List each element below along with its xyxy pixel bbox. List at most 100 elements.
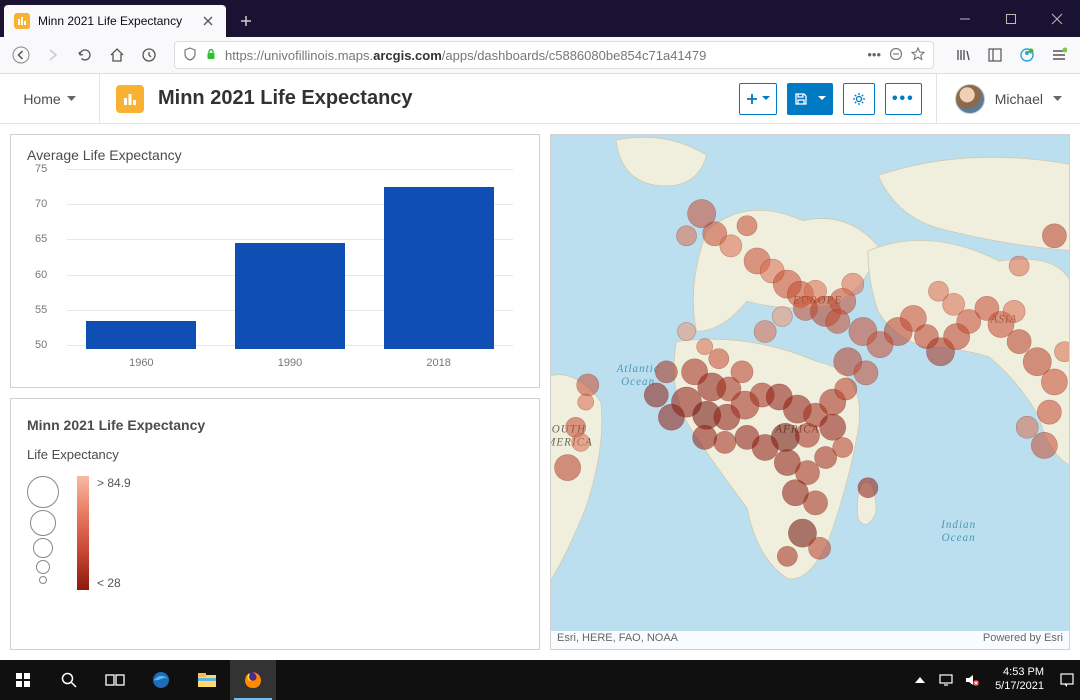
- bar[interactable]: [235, 243, 345, 349]
- lock-icon[interactable]: [205, 48, 217, 63]
- map-point[interactable]: [1041, 369, 1067, 395]
- page-actions-icon[interactable]: •••: [867, 47, 881, 64]
- map-point[interactable]: [720, 235, 742, 257]
- reader-icon[interactable]: [889, 47, 903, 64]
- page-content: Home Minn 2021 Life Expectancy: [0, 74, 1080, 660]
- bar[interactable]: [384, 187, 494, 349]
- ramp-labels: > 84.9 < 28: [97, 476, 131, 590]
- map-point[interactable]: [833, 437, 853, 457]
- url-text: https://univofillinois.maps.arcgis.com/a…: [225, 48, 859, 63]
- app-title: Minn 2021 Life Expectancy: [158, 87, 413, 110]
- more-button[interactable]: •••: [885, 83, 922, 115]
- map-point[interactable]: [676, 226, 696, 246]
- map-point[interactable]: [735, 425, 759, 449]
- shield-icon[interactable]: [183, 47, 197, 64]
- x-label: 1990: [278, 357, 302, 369]
- new-tab-button[interactable]: [232, 7, 260, 35]
- firefox-icon[interactable]: [230, 660, 276, 700]
- map-point[interactable]: [854, 361, 878, 385]
- map-point[interactable]: [709, 349, 729, 369]
- map-point[interactable]: [826, 309, 850, 333]
- map-point[interactable]: [777, 546, 797, 566]
- map-point[interactable]: [577, 374, 599, 396]
- start-button[interactable]: [0, 660, 46, 700]
- map-point[interactable]: [803, 491, 827, 515]
- left-column: Average Life Expectancy 5055606570751960…: [10, 134, 540, 650]
- save-button[interactable]: [787, 83, 833, 115]
- map-point[interactable]: [1007, 330, 1031, 354]
- maximize-button[interactable]: [988, 0, 1034, 37]
- account-icon[interactable]: [1012, 40, 1042, 70]
- settings-button[interactable]: [843, 83, 875, 115]
- user-menu[interactable]: Michael: [936, 74, 1080, 123]
- tab-title: Minn 2021 Life Expectancy: [38, 14, 200, 28]
- map-point[interactable]: [1031, 432, 1057, 458]
- map-point[interactable]: [1009, 256, 1029, 276]
- ramp-min: < 28: [97, 576, 131, 590]
- map-point[interactable]: [1003, 300, 1025, 322]
- back-button[interactable]: [6, 40, 36, 70]
- bar[interactable]: [86, 321, 196, 349]
- ramp-max: > 84.9: [97, 476, 131, 490]
- taskview-icon[interactable]: [92, 660, 138, 700]
- map-point[interactable]: [578, 394, 594, 410]
- library-icon[interactable]: [948, 40, 978, 70]
- map-point[interactable]: [737, 216, 757, 236]
- close-window-button[interactable]: [1034, 0, 1080, 37]
- map-panel[interactable]: EUROPE AFRICA ASIA SOUTH AMERICA Atlanti…: [550, 134, 1070, 650]
- map-point[interactable]: [1037, 400, 1061, 424]
- home-dropdown[interactable]: Home: [0, 74, 100, 123]
- map-point[interactable]: [808, 537, 830, 559]
- search-icon[interactable]: [46, 660, 92, 700]
- chevron-down-icon: [1053, 96, 1062, 102]
- map-point[interactable]: [754, 320, 776, 342]
- bookmark-icon[interactable]: [911, 47, 925, 64]
- add-button[interactable]: [739, 83, 777, 115]
- window-controls: [942, 0, 1080, 37]
- map-point[interactable]: [1042, 224, 1066, 248]
- forward-button[interactable]: [38, 40, 68, 70]
- explorer-icon[interactable]: [184, 660, 230, 700]
- map-point[interactable]: [842, 273, 864, 295]
- chevron-down-icon: [818, 96, 826, 101]
- notifications-icon[interactable]: [1054, 660, 1080, 700]
- map-point[interactable]: [772, 306, 792, 326]
- map-point[interactable]: [835, 378, 857, 400]
- menu-icon[interactable]: [1044, 40, 1074, 70]
- legend-subtitle: Life Expectancy: [27, 447, 523, 462]
- map-point[interactable]: [572, 433, 590, 451]
- map-point[interactable]: [693, 425, 717, 449]
- header-buttons: •••: [725, 83, 936, 115]
- network-icon[interactable]: [933, 660, 959, 700]
- map-point[interactable]: [731, 361, 753, 383]
- edge-icon[interactable]: [138, 660, 184, 700]
- map-point[interactable]: [858, 478, 878, 498]
- address-bar[interactable]: https://univofillinois.maps.arcgis.com/a…: [174, 41, 934, 69]
- tray-up-icon[interactable]: [907, 660, 933, 700]
- map-point[interactable]: [928, 281, 948, 301]
- sidebar-icon[interactable]: [980, 40, 1010, 70]
- clock[interactable]: 4:53 PM 5/17/2021: [985, 666, 1054, 694]
- reload-button[interactable]: [70, 40, 100, 70]
- map-point[interactable]: [644, 383, 668, 407]
- map-point[interactable]: [697, 339, 713, 355]
- legend-title: Minn 2021 Life Expectancy: [27, 417, 523, 433]
- world-map[interactable]: EUROPE AFRICA ASIA SOUTH AMERICA Atlanti…: [551, 135, 1069, 649]
- browser-toolbar: https://univofillinois.maps.arcgis.com/a…: [0, 37, 1080, 74]
- tab-close-icon[interactable]: [200, 13, 216, 29]
- size-circle: [27, 476, 59, 508]
- map-point[interactable]: [555, 454, 581, 480]
- map-point[interactable]: [1016, 416, 1038, 438]
- home-button[interactable]: [102, 40, 132, 70]
- minimize-button[interactable]: [942, 0, 988, 37]
- legend-body: > 84.9 < 28: [27, 476, 523, 590]
- browser-tab[interactable]: Minn 2021 Life Expectancy: [4, 5, 226, 37]
- history-button[interactable]: [134, 40, 164, 70]
- bar-chart[interactable]: 505560657075196019902018: [67, 169, 513, 369]
- map-point[interactable]: [677, 322, 695, 340]
- map-point[interactable]: [658, 404, 684, 430]
- volume-icon[interactable]: [959, 660, 985, 700]
- map-point[interactable]: [820, 414, 846, 440]
- map-point[interactable]: [714, 431, 736, 453]
- map-point[interactable]: [655, 361, 677, 383]
